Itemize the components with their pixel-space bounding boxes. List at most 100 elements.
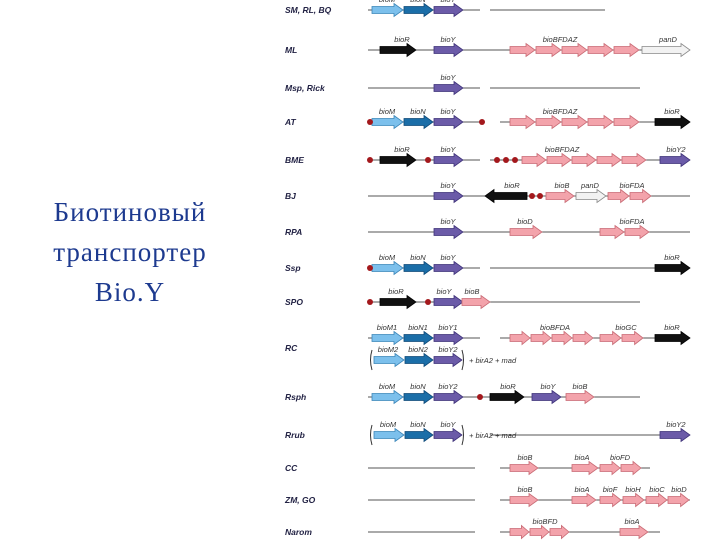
gene-arrow (607, 188, 630, 204)
gene-label: bioBFDA (540, 323, 570, 332)
gene-label: bioN2 (408, 345, 428, 354)
gene-arrow (379, 42, 417, 58)
binding-site (367, 157, 373, 163)
gene-arrow (599, 330, 622, 346)
gene-label: bioY (440, 420, 456, 429)
gene-label: bioY (440, 181, 456, 190)
organism-label: BME (285, 155, 304, 165)
gene-arrow (659, 427, 691, 443)
bracket (370, 349, 373, 371)
organism-label: Msp, Rick (285, 83, 326, 93)
binding-site (425, 157, 431, 163)
organism-label: BJ (285, 191, 296, 201)
organism-label: SPO (285, 297, 303, 307)
gene-arrow (371, 330, 404, 346)
gene-label: bioD (671, 485, 687, 494)
gene-label: bioR (504, 181, 520, 190)
gene-arrow (572, 330, 594, 346)
gene-label: bioN (410, 253, 426, 262)
gene-label: panD (658, 35, 678, 44)
organism-label: RPA (285, 227, 302, 237)
gene-label: bioR (664, 323, 680, 332)
gene-label: bioR (664, 107, 680, 116)
gene-arrow (373, 352, 405, 368)
gene-label: bioY (436, 287, 452, 296)
gene-note: + birA2 + mad (469, 431, 517, 440)
gene-arrow (371, 114, 404, 130)
gene-arrow (596, 152, 622, 168)
gene-label: bioY2 (438, 382, 458, 391)
organism-label: Rrub (285, 430, 305, 440)
gene-arrow (433, 2, 464, 18)
bracket (370, 424, 373, 446)
binding-site (503, 157, 509, 163)
gene-label: bioR (394, 35, 410, 44)
binding-site (494, 157, 500, 163)
gene-label: bioN1 (408, 323, 428, 332)
gene-label: bioB (517, 485, 532, 494)
gene-arrow (403, 2, 434, 18)
gene-arrow (545, 188, 575, 204)
organism-label: Narom (285, 527, 312, 537)
gene-label: bioA (624, 517, 639, 526)
gene-arrow (613, 42, 640, 58)
gene-arrow (433, 114, 464, 130)
gene-label: bioH (625, 485, 641, 494)
gene-label: bioY1 (438, 323, 457, 332)
gene-arrow (433, 42, 464, 58)
gene-arrow (484, 188, 528, 204)
gene-arrow (371, 389, 404, 405)
gene-label: bioY (440, 217, 456, 226)
gene-label: bioR (388, 287, 404, 296)
binding-site (425, 299, 431, 305)
binding-site (529, 193, 535, 199)
gene-arrow (403, 114, 434, 130)
binding-site (479, 119, 485, 125)
gene-arrow (546, 152, 572, 168)
gene-arrow (621, 152, 647, 168)
gene-label: bioFDA (619, 217, 644, 226)
gene-arrow (433, 80, 464, 96)
gene-arrow (379, 152, 417, 168)
gene-arrow (433, 188, 464, 204)
binding-site (367, 265, 373, 271)
gene-arrow (461, 294, 491, 310)
binding-site (367, 299, 373, 305)
gene-arrow (530, 330, 552, 346)
gene-arrow (371, 260, 404, 276)
gene-label: bioM (379, 253, 396, 262)
gene-label: bioFDA (619, 181, 644, 190)
gene-arrow (659, 152, 691, 168)
gene-arrow (403, 389, 434, 405)
gene-arrow (403, 260, 434, 276)
gene-label: bioR (664, 253, 680, 262)
gene-arrow (531, 389, 562, 405)
gene-label: bioA (574, 485, 589, 494)
gene-arrow (622, 492, 645, 508)
gene-arrow (404, 352, 434, 368)
gene-label: panD (580, 181, 600, 190)
gene-arrow (565, 389, 595, 405)
gene-label: bioM1 (377, 323, 397, 332)
gene-arrow (561, 114, 588, 130)
organism-label: Ssp (285, 263, 301, 273)
title-line: Bio.Y (95, 277, 165, 307)
gene-arrow (667, 492, 690, 508)
gene-label: bioM (379, 0, 396, 4)
gene-arrow (561, 42, 588, 58)
gene-arrow (599, 492, 622, 508)
gene-label: bioBFD (532, 517, 558, 526)
binding-site (512, 157, 518, 163)
title-line: транспортер (53, 237, 206, 267)
gene-arrow (587, 42, 614, 58)
gene-arrow (620, 460, 642, 476)
gene-arrow (433, 260, 464, 276)
gene-label: bioY (440, 253, 456, 262)
gene-label: bioR (394, 145, 410, 154)
title-line: Биотиновый (54, 197, 207, 227)
gene-arrow (509, 114, 536, 130)
gene-arrow (654, 114, 691, 130)
gene-arrow (433, 427, 463, 443)
gene-arrow (509, 460, 539, 476)
gene-arrow (521, 152, 547, 168)
